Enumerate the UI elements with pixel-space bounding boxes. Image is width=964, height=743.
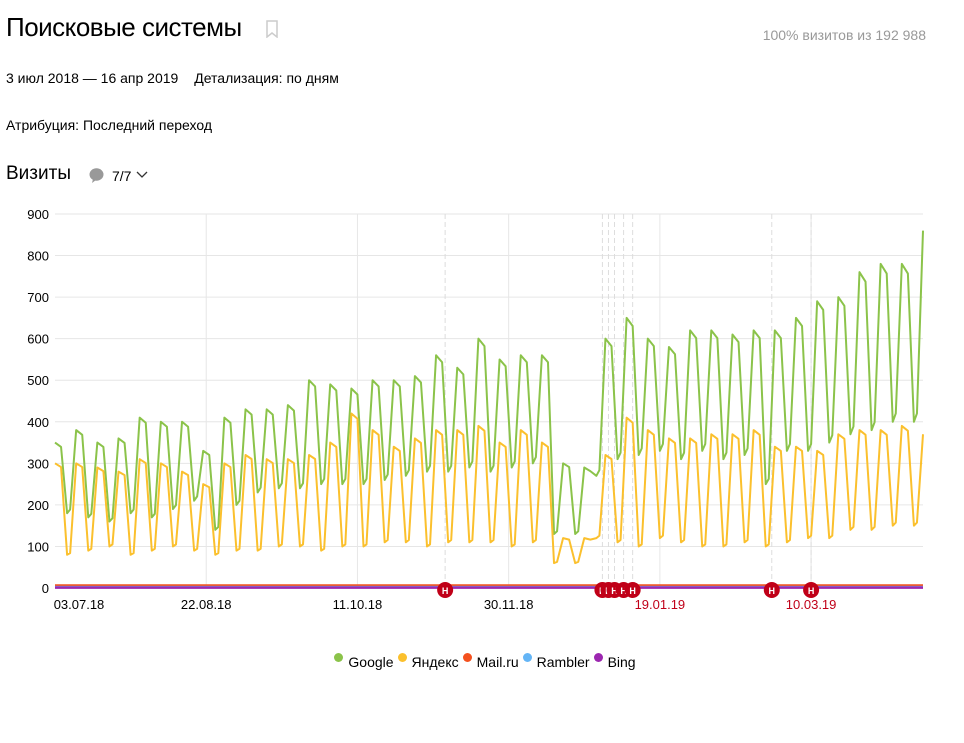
- report-period: 3 июл 2018 — 16 апр 2019 Детализация: по…: [6, 70, 351, 86]
- annotation-label[interactable]: Н: [620, 586, 627, 596]
- y-tick-label: 500: [27, 373, 49, 388]
- metric-title: Визиты: [6, 163, 71, 184]
- speech-bubble-icon[interactable]: [89, 168, 104, 183]
- annotation-marker: [624, 582, 641, 598]
- legend-dot-icon: [462, 653, 472, 662]
- bookmark-icon[interactable]: [266, 20, 278, 38]
- x-tick-label: 19.01.19: [635, 597, 686, 612]
- y-tick-label: 200: [27, 498, 49, 513]
- chart-legend: Google Яндекс Mail.ru Rambler Bing: [0, 653, 964, 670]
- page-title: Поисковые системы: [6, 12, 242, 42]
- y-tick-label: 300: [27, 456, 49, 471]
- visits-share: 100% визитов из 192 988: [762, 27, 926, 43]
- annotation-label[interactable]: Н: [808, 586, 815, 596]
- annotation-marker: [437, 582, 454, 598]
- series-line-Яндекс: [54, 412, 924, 565]
- attribution-selector[interactable]: Атрибуция: Последний переход: [6, 117, 213, 133]
- annotation-label[interactable]: Н: [629, 586, 636, 596]
- y-tick-label: 100: [27, 539, 49, 554]
- y-tick-label: 700: [27, 290, 49, 305]
- legend-item[interactable]: Bing: [593, 653, 636, 670]
- legend-dot-icon: [522, 653, 532, 662]
- x-tick-label: 22.08.18: [181, 597, 232, 612]
- y-tick-label: 900: [27, 207, 49, 222]
- legend-item[interactable]: Google: [334, 653, 394, 670]
- legend-item[interactable]: Mail.ru: [462, 653, 519, 670]
- y-tick-label: 0: [42, 581, 49, 596]
- legend-dot-icon: [397, 653, 407, 662]
- legend-item[interactable]: Яндекс: [397, 653, 459, 670]
- series-line-Google: [54, 230, 924, 535]
- legend-label: Bing: [607, 653, 636, 670]
- legend-dot-icon: [593, 653, 603, 662]
- y-tick-label: 600: [27, 332, 49, 347]
- legend-label: Яндекс: [411, 653, 459, 670]
- legend-label: Google: [348, 653, 394, 670]
- y-tick-label: 800: [27, 249, 49, 264]
- visits-chart: 0 100 200 300 400 500 600 700 800 900 03.07.18 22.0…: [27, 207, 924, 612]
- legend-item[interactable]: Rambler: [522, 653, 590, 670]
- x-tick-label: 11.10.18: [333, 597, 383, 612]
- detail-selector[interactable]: Детализация: по дням: [194, 70, 339, 86]
- annotation-label[interactable]: Н: [769, 586, 776, 596]
- legend-dot-icon: [334, 653, 344, 662]
- annotations-count[interactable]: 7/7: [112, 168, 132, 184]
- x-tick-label: 03.07.18: [54, 597, 105, 612]
- legend-label: Rambler: [536, 653, 590, 670]
- annotation-marker: [763, 582, 780, 598]
- y-tick-label: 400: [27, 415, 49, 430]
- x-tick-label: 10.03.19: [786, 597, 837, 612]
- x-tick-label: 30.11.18: [484, 597, 534, 612]
- chevron-down-icon[interactable]: [136, 170, 148, 180]
- annotation-label[interactable]: Н: [442, 586, 449, 596]
- annotation-label[interactable]: Н: [611, 586, 618, 596]
- date-range[interactable]: 3 июл 2018 — 16 апр 2019: [6, 70, 179, 86]
- annotation-marker: [803, 582, 820, 598]
- legend-label: Mail.ru: [476, 653, 519, 670]
